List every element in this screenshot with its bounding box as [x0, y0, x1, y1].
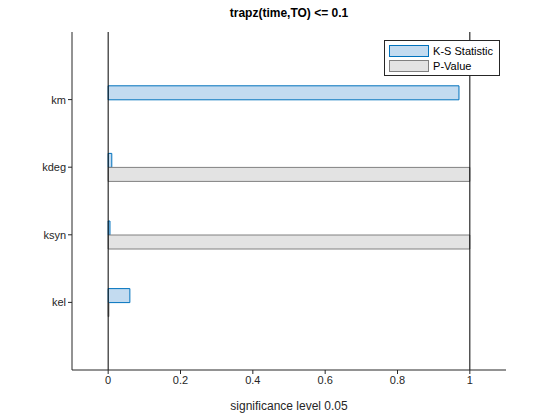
- html-text:trapz(time,TO) <= 0.1: trapz(time,TO) <= 0.1: [229, 6, 349, 20]
- svg-text:0.2: 0.2: [173, 374, 188, 386]
- svg-text:kdeg: kdeg: [42, 161, 66, 173]
- svg-text:0.6: 0.6: [318, 374, 333, 386]
- svg-text:significance level 0.05: significance level 0.05: [230, 399, 348, 413]
- svg-text:ksyn: ksyn: [43, 229, 66, 241]
- svg-text:km: km: [51, 94, 66, 106]
- html-text:P-Value: P-Value: [433, 59, 472, 72]
- svg-text:0.8: 0.8: [390, 374, 405, 386]
- svg-text:0.4: 0.4: [245, 374, 260, 386]
- svg-text:kel: kel: [52, 296, 66, 308]
- svg-text:1: 1: [467, 374, 473, 386]
- html-text:K-S Statistic: K-S Statistic: [433, 44, 493, 57]
- svg-text:0: 0: [105, 374, 111, 386]
